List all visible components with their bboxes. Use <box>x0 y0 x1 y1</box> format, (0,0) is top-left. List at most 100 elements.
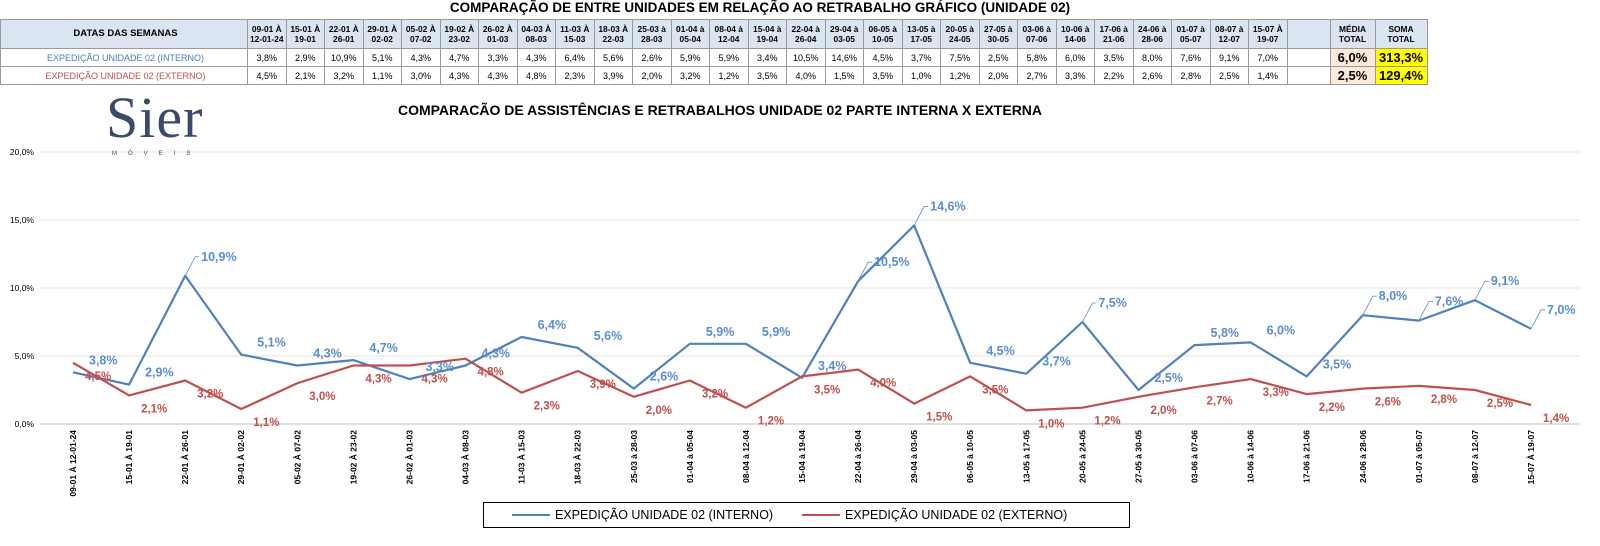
value-cell: 3,7% <box>901 48 941 67</box>
data-label-interno: 3,7% <box>1042 355 1071 369</box>
y-tick-label: 0,0% <box>15 419 35 429</box>
value-cell: 5,8% <box>1017 48 1057 67</box>
label-leader-interno <box>184 256 200 276</box>
chart-area: 0,0% 5,0% 10,0% 15,0% 20,0% 09-01 À 12-01-24 1… <box>0 87 1600 546</box>
value-cell: 1,1% <box>362 66 402 85</box>
company-logo: Sier MÓVEIS <box>106 89 256 158</box>
week-end: 07-02 <box>410 34 432 44</box>
week-end: 26-04 <box>795 34 817 44</box>
label-leader-interno <box>1530 309 1545 329</box>
logo-text: Sier <box>106 85 204 150</box>
value-cell: 3,0% <box>401 66 441 85</box>
week-start: 04-03 À <box>521 24 552 34</box>
value-cell: 4,5% <box>863 48 903 67</box>
week-end: 08-03 <box>525 34 547 44</box>
x-tick-label: 01-07 à 05-07 <box>1414 430 1424 483</box>
data-label-interno: 5,6% <box>594 329 623 343</box>
value-cell: 3,5% <box>1094 48 1134 67</box>
x-tick-label: 10-06 à 14-06 <box>1246 430 1256 483</box>
avg-header: MÉDIA TOTAL <box>1329 19 1376 49</box>
week-end: 15-03 <box>564 34 586 44</box>
data-label-externo: 2,5% <box>1487 398 1513 410</box>
week-header: 29-04 à 03-05 <box>824 19 864 49</box>
week-end: 19-01 <box>294 34 316 44</box>
value-cell: 7,6% <box>1171 48 1211 67</box>
week-start: 01-07 à <box>1176 24 1205 34</box>
week-header: 03-06 à 07-06 <box>1017 19 1057 49</box>
x-tick-label: 15-07 À 19-07 <box>1526 430 1536 485</box>
week-header: 11-03 À 15-03 <box>555 19 595 49</box>
data-label-externo: 3,5% <box>814 384 840 396</box>
week-header: 08-07 à 12-07 <box>1209 19 1249 49</box>
value-cell: 4,5% <box>247 66 287 85</box>
value-cell: 2,2% <box>1094 66 1134 85</box>
value-cell: 4,3% <box>439 66 479 85</box>
data-label-externo: 3,0% <box>309 391 335 403</box>
week-end: 28-06 <box>1141 34 1163 44</box>
week-header: 20-05 à 24-05 <box>940 19 980 49</box>
value-cell: 4,3% <box>516 48 556 67</box>
sum-header-line: TOTAL <box>1387 34 1415 44</box>
week-header: 18-03 À 22-03 <box>593 19 633 49</box>
value-cell: 6,4% <box>555 48 595 67</box>
data-label-externo: 3,2% <box>197 388 223 400</box>
data-label-externo: 2,0% <box>1150 405 1176 417</box>
week-header: 05-02 À 07-02 <box>401 19 441 49</box>
legend-line-interno <box>512 514 550 516</box>
line-chart: 0,0% 5,0% 10,0% 15,0% 20,0% 09-01 À 12-01-24 1… <box>10 147 1580 497</box>
x-tick-label: 17-06 à 21-06 <box>1302 430 1312 483</box>
value-cell: 4,3% <box>478 66 518 85</box>
page-title: COMPARAÇÃO DE ENTRE UNIDADES EM RELAÇÃO … <box>449 0 1071 15</box>
value-cell: 3,5% <box>863 66 903 85</box>
table-row: EXPEDIÇÃO UNIDADE 02 (EXTERNO) 4,5% 2,1% 3,… <box>0 66 1428 85</box>
data-label-interno: 10,5% <box>874 255 909 269</box>
week-start: 06-05 à <box>868 24 897 34</box>
value-cell: 3,2% <box>324 66 364 85</box>
week-header: 08-04 à 12-04 <box>709 19 749 49</box>
value-cell: 2,3% <box>555 66 595 85</box>
data-label-interno: 7,5% <box>1098 296 1127 310</box>
data-label-externo: 3,5% <box>982 384 1008 396</box>
value-cell: 2,0% <box>632 66 672 85</box>
value-cell: 4,3% <box>401 48 441 67</box>
week-start: 25-03 à <box>637 24 666 34</box>
label-leader-interno <box>1362 295 1377 316</box>
value-cell: 5,1% <box>362 48 402 67</box>
x-tick-label: 09-01 À 12-01-24 <box>68 430 78 497</box>
week-start: 17-06 à <box>1099 24 1128 34</box>
week-header: 15-01 À 19-01 <box>285 19 325 49</box>
week-start: 08-07 à <box>1215 24 1244 34</box>
week-end: 19-07 <box>1257 34 1279 44</box>
x-tick-label: 26-02 À 01-03 <box>404 430 414 485</box>
week-start: 24-06 à <box>1138 24 1167 34</box>
x-tick-label: 15-04 à 19-04 <box>797 430 807 483</box>
value-cell: 14,6% <box>824 48 864 67</box>
value-cell: 5,6% <box>593 48 633 67</box>
value-cell: 3,4% <box>747 48 787 67</box>
data-label-externo: 1,0% <box>1038 418 1064 430</box>
week-header: 06-05 à 10-05 <box>863 19 903 49</box>
week-header: 10-06 à 14-06 <box>1055 19 1095 49</box>
week-end: 02-02 <box>371 34 393 44</box>
value-cell: 2,5% <box>1209 66 1249 85</box>
value-cell: 8,0% <box>1132 48 1172 67</box>
data-label-interno: 4,3% <box>482 347 511 361</box>
week-end: 23-02 <box>448 34 470 44</box>
legend-line-externo <box>802 514 840 516</box>
avg-header-line: TOTAL <box>1338 34 1367 44</box>
week-end: 19-04 <box>756 34 778 44</box>
week-header: 26-02 À 01-03 <box>478 19 518 49</box>
value-cell: 3,9% <box>593 66 633 85</box>
value-cell: 5,9% <box>709 48 749 67</box>
legend-label-externo: EXPEDIÇÃO UNIDADE 02 (EXTERNO) <box>845 508 1068 522</box>
data-label-interno: 8,0% <box>1379 289 1408 303</box>
week-end: 03-05 <box>833 34 855 44</box>
week-start: 27-05 à <box>984 24 1013 34</box>
week-header: 19-02 À 23-02 <box>439 19 479 49</box>
value-cell: 2,5% <box>978 48 1018 67</box>
label-leader-interno <box>913 206 929 226</box>
x-tick-label: 01-04 à 05-04 <box>685 430 695 483</box>
x-tick-label: 05-02 À 07-02 <box>292 430 302 485</box>
value-cell: 2,6% <box>1132 66 1172 85</box>
